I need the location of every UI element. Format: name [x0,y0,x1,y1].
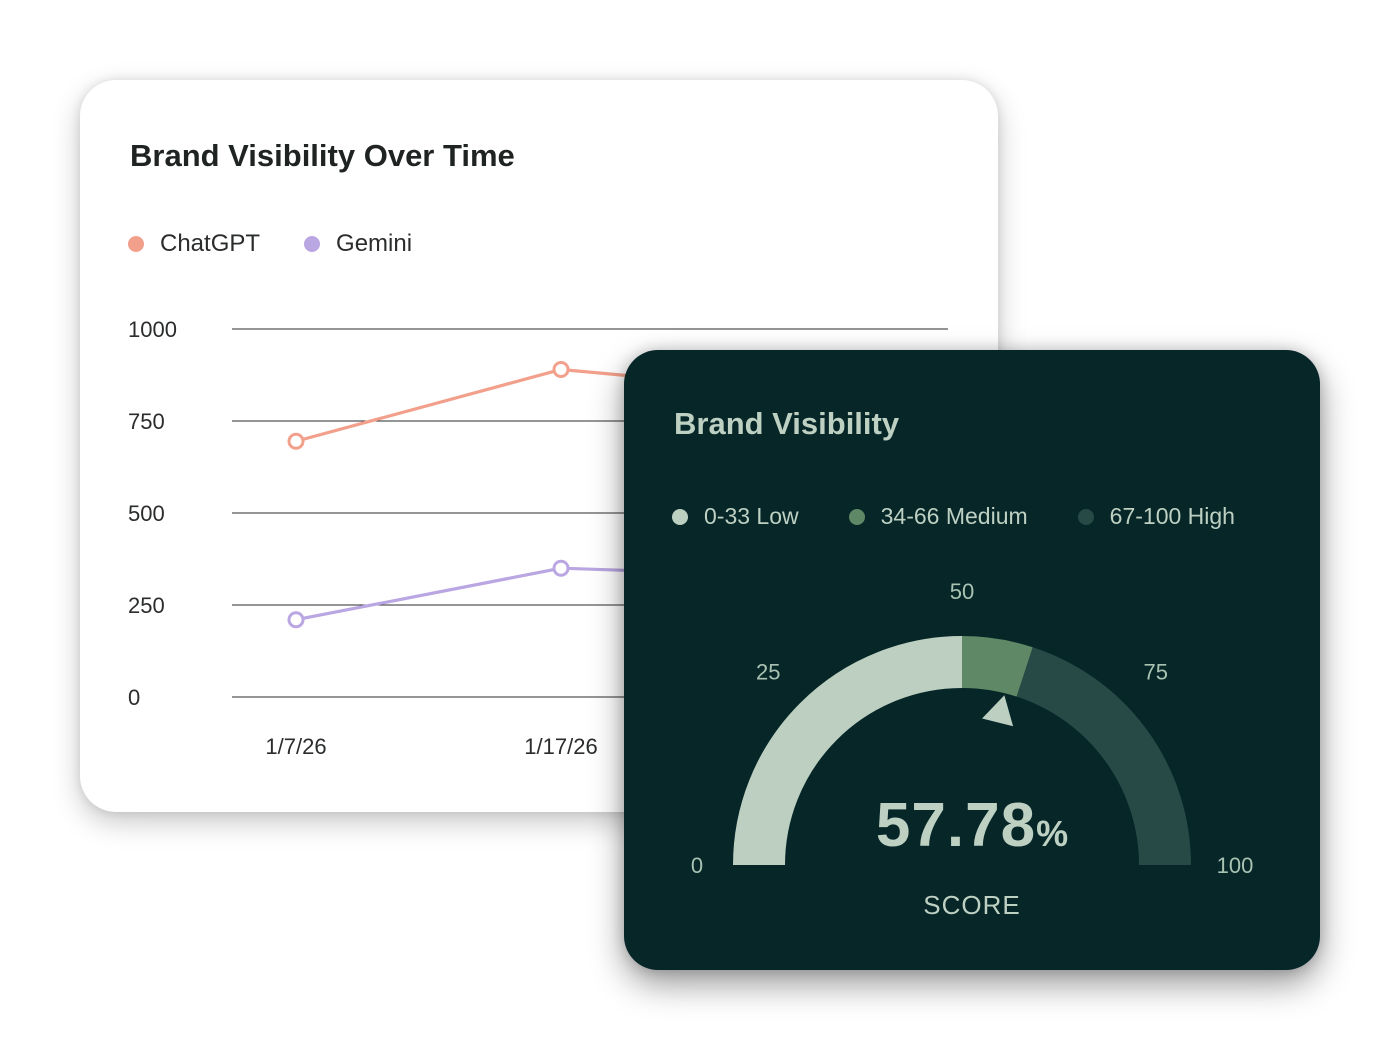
legend-dot-chatgpt [128,236,144,252]
line-chart-title: Brand Visibility Over Time [130,138,515,173]
gauge-title: Brand Visibility [674,406,900,441]
gauge-tick-label: 25 [756,659,780,684]
legend-item-high[interactable]: 67-100 High [1077,503,1235,530]
gauge-tick-label: 0 [691,853,703,878]
gauge-band-high [1016,647,1191,866]
gauge-pointer [982,695,1014,727]
y-tick-label: 750 [128,409,165,434]
y-tick-label: 250 [128,593,165,618]
legend-label-low: 0-33 Low [704,503,799,529]
legend-label-chatgpt: ChatGPT [160,230,261,257]
legend-item-chatgpt[interactable]: ChatGPT [128,230,260,258]
gauge-band-low [733,636,963,866]
y-tick-label: 1000 [128,317,177,342]
x-tick-label: 1/17/26 [524,734,597,759]
score-value: 57.78 [875,791,1037,860]
gauge-plot: 0 25 50 75 100 [691,579,1254,878]
gauge-tick-label: 75 [1144,659,1168,684]
gauge-legend: 0-33 Low 34-66 Medium 67-100 High [672,503,1235,530]
legend-item-gemini[interactable]: Gemini [304,230,412,258]
legend-label-gemini: Gemini [336,230,413,257]
legend-label-medium: 34-66 Medium [880,503,1028,529]
gauge-tick-label: 100 [1217,853,1254,878]
legend-dot-high [1077,508,1094,525]
data-point-chatgpt[interactable] [552,360,570,378]
score-unit: % [1036,813,1069,854]
legend-dot-low [672,508,688,525]
y-tick-label: 0 [128,685,140,710]
gauge-card: Brand Visibility 0-33 Low 34-66 Medium 6… [624,350,1320,970]
data-point-gemini[interactable] [287,611,305,629]
gauge-tick-label: 50 [950,579,974,604]
y-tick-label: 500 [128,501,165,526]
data-point-gemini[interactable] [552,559,570,577]
x-tick-label: 1/7/26 [265,734,326,759]
legend-item-medium[interactable]: 34-66 Medium [848,503,1028,530]
legend-label-high: 67-100 High [1109,503,1235,529]
legend-item-low[interactable]: 0-33 Low [672,503,799,530]
gauge-band-medium [961,636,1033,697]
score-caption: SCORE [923,890,1021,920]
line-chart-legend: ChatGPT Gemini [128,230,456,258]
data-point-chatgpt[interactable] [287,432,305,450]
legend-dot-medium [848,508,865,525]
legend-dot-gemini [304,236,321,252]
score-readout: 57.78% [624,790,1320,861]
